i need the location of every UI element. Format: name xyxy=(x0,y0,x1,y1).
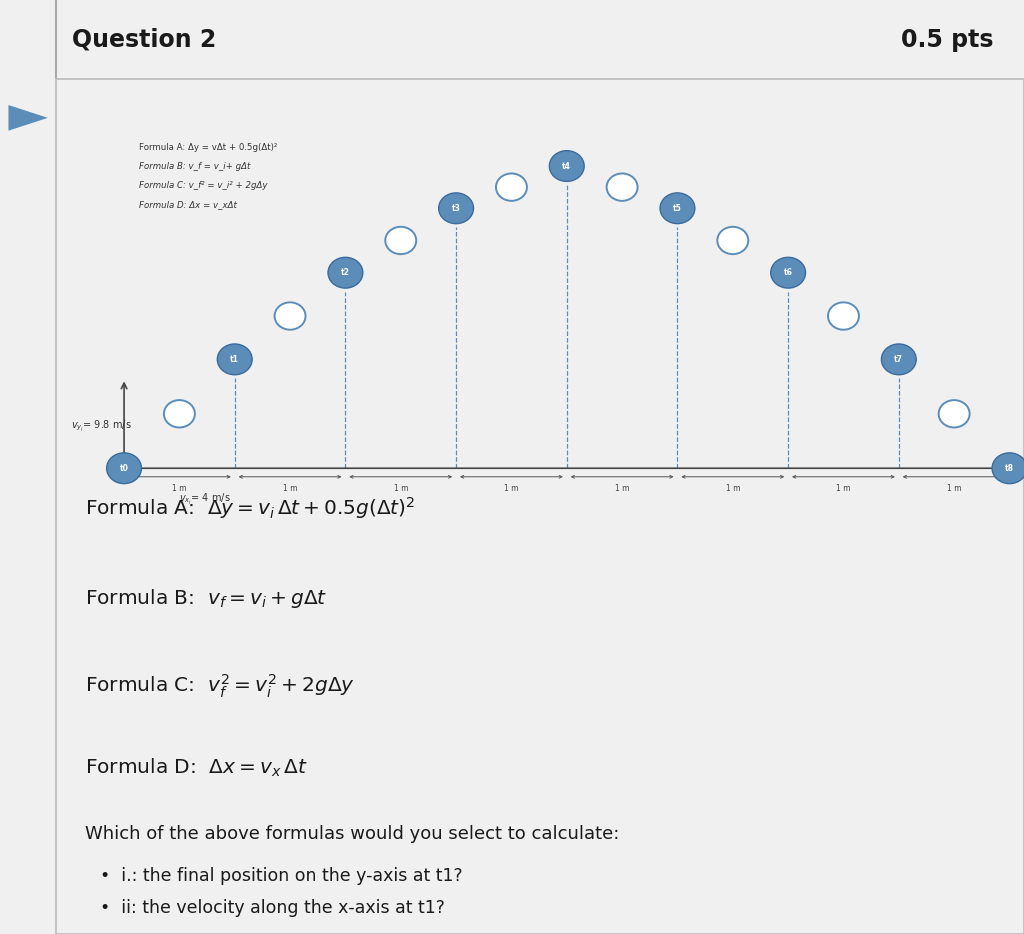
Text: Formula C:  $v_f^2 = v_i^2 + 2g\Delta y$: Formula C: $v_f^2 = v_i^2 + 2g\Delta y$ xyxy=(85,672,355,700)
Text: t1: t1 xyxy=(230,355,240,364)
Circle shape xyxy=(164,400,195,428)
Text: 1 m: 1 m xyxy=(172,484,186,492)
Text: 1 m: 1 m xyxy=(504,484,519,492)
Circle shape xyxy=(438,193,473,223)
Text: Formula D: Δx = v_xΔt: Formula D: Δx = v_xΔt xyxy=(138,200,237,209)
Circle shape xyxy=(606,174,638,201)
Text: t2: t2 xyxy=(341,268,350,277)
Circle shape xyxy=(217,344,252,375)
Circle shape xyxy=(328,258,362,288)
Text: •  ii: the velocity along the x-axis at t1?: • ii: the velocity along the x-axis at t… xyxy=(100,899,444,917)
Text: t8: t8 xyxy=(1005,464,1014,473)
Text: 1 m: 1 m xyxy=(947,484,962,492)
Text: Which of the above formulas would you select to calculate:: Which of the above formulas would you se… xyxy=(85,825,620,843)
Text: t3: t3 xyxy=(452,204,461,213)
Text: 1 m: 1 m xyxy=(614,484,630,492)
Text: 0.5 pts: 0.5 pts xyxy=(901,28,993,51)
Circle shape xyxy=(992,453,1024,484)
Text: t6: t6 xyxy=(783,268,793,277)
Text: t7: t7 xyxy=(894,355,903,364)
Circle shape xyxy=(106,453,141,484)
Text: t5: t5 xyxy=(673,204,682,213)
Text: 1 m: 1 m xyxy=(837,484,851,492)
Text: Formula C: v_f² = v_i² + 2gΔy: Formula C: v_f² = v_i² + 2gΔy xyxy=(138,181,267,191)
Circle shape xyxy=(549,150,584,181)
Text: t4: t4 xyxy=(562,162,571,171)
Circle shape xyxy=(385,227,416,254)
Text: t0: t0 xyxy=(120,464,128,473)
Text: Question 2: Question 2 xyxy=(72,28,216,51)
Text: Formula A:  $\Delta y = v_i\,\Delta t + 0.5g(\Delta t)^2$: Formula A: $\Delta y = v_i\,\Delta t + 0… xyxy=(85,495,416,521)
Text: Formula A: Δy = vΔt + 0.5g(Δt)²: Formula A: Δy = vΔt + 0.5g(Δt)² xyxy=(138,144,276,152)
Circle shape xyxy=(274,303,305,330)
Circle shape xyxy=(828,303,859,330)
Text: 1 m: 1 m xyxy=(283,484,297,492)
Circle shape xyxy=(939,400,970,428)
Text: •  i.: the final position on the y-axis at t1?: • i.: the final position on the y-axis a… xyxy=(100,867,463,884)
Circle shape xyxy=(882,344,916,375)
Circle shape xyxy=(717,227,749,254)
Circle shape xyxy=(771,258,806,288)
Text: 1 m: 1 m xyxy=(726,484,740,492)
Text: $v_{y_i}$= 9.8 m/s: $v_{y_i}$= 9.8 m/s xyxy=(71,418,131,433)
Text: Formula B:  $v_f = v_i + g\Delta t$: Formula B: $v_f = v_i + g\Delta t$ xyxy=(85,587,328,610)
Text: $v_{x_i}$= 4 m/s: $v_{x_i}$= 4 m/s xyxy=(179,492,231,507)
Text: 1 m: 1 m xyxy=(393,484,408,492)
Polygon shape xyxy=(8,105,48,131)
Text: Formula B: v_f = v_i+ gΔt: Formula B: v_f = v_i+ gΔt xyxy=(138,163,250,171)
Circle shape xyxy=(496,174,527,201)
Circle shape xyxy=(660,193,695,223)
Text: Formula D:  $\Delta x = v_x\,\Delta t$: Formula D: $\Delta x = v_x\,\Delta t$ xyxy=(85,757,308,779)
